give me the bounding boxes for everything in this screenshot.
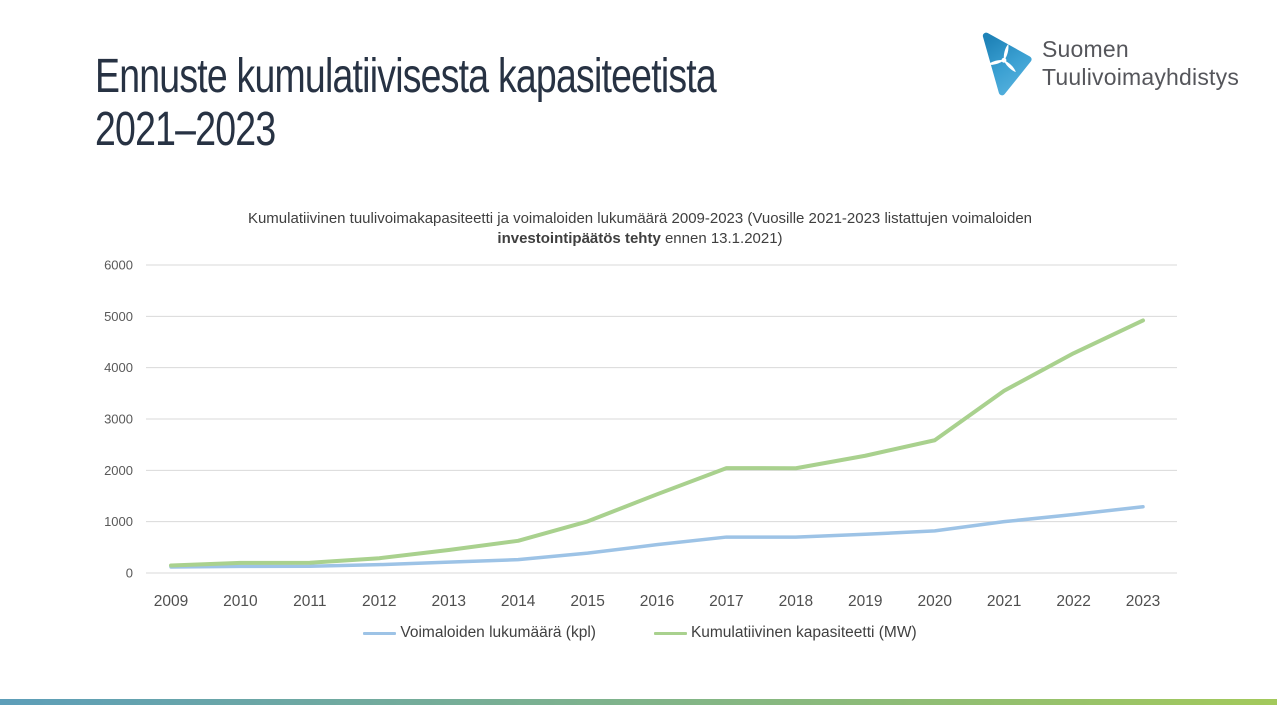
organization-name-line1: Suomen <box>1042 36 1129 62</box>
x-tick-label: 2023 <box>1126 593 1160 610</box>
y-tick-label: 5000 <box>104 309 133 324</box>
y-tick-label: 3000 <box>104 412 133 427</box>
legend-line-swatch-green <box>653 631 687 635</box>
series-line-1 <box>169 318 1145 568</box>
y-tick-label: 2000 <box>104 463 133 478</box>
footer-gradient-bar <box>0 699 1277 705</box>
x-tick-label: 2018 <box>779 593 813 610</box>
y-tick-label: 6000 <box>104 258 133 273</box>
series-line-0 <box>169 505 1145 569</box>
legend-label: Kumulatiivinen kapasiteetti (MW) <box>690 624 917 641</box>
x-tick-label: 2010 <box>223 593 258 610</box>
wind-turbine-logo-icon <box>982 32 1032 96</box>
x-tick-label: 2012 <box>362 593 396 610</box>
y-tick-label: 4000 <box>104 360 133 375</box>
chart-title-line1: Kumulatiivinen tuulivoimakapasiteetti ja… <box>247 210 1033 227</box>
chart-title-line2: investointipäätös tehty ennen 13.1.2021) <box>100 229 1180 249</box>
x-tick-label: 2014 <box>501 593 536 610</box>
x-tick-label: 2013 <box>431 593 465 610</box>
organization-name: Suomen Tuulivoimayhdistys <box>1042 35 1239 91</box>
y-tick-label: 0 <box>126 566 133 581</box>
x-tick-label: 2015 <box>570 593 604 610</box>
x-tick-label: 2021 <box>987 593 1021 610</box>
organization-logo: Suomen Tuulivoimayhdistys <box>973 32 1239 96</box>
page-title: Ennuste kumulatiivisesta kapasiteetista … <box>95 50 717 156</box>
chart-legend: Voimaloiden lukumäärä (kpl) Kumulatiivin… <box>100 624 1180 642</box>
x-tick-label: 2022 <box>1056 593 1090 610</box>
y-tick-label: 1000 <box>104 514 133 529</box>
x-tick-label: 2016 <box>640 593 674 610</box>
legend-item-turbine-count: Voimaloiden lukumäärä (kpl) <box>363 624 596 642</box>
legend-line-swatch-blue <box>363 631 397 635</box>
x-tick-label: 2011 <box>293 593 326 610</box>
x-tick-label: 2020 <box>917 593 952 610</box>
organization-name-line2: Tuulivoimayhdistys <box>1042 64 1240 90</box>
page-title-line1: Ennuste kumulatiivisesta kapasiteetista <box>95 50 717 103</box>
legend-label: Voimaloiden lukumäärä (kpl) <box>400 624 596 641</box>
chart-title: Kumulatiivinen tuulivoimakapasiteetti ja… <box>100 209 1180 249</box>
legend-item-cumulative-capacity: Kumulatiivinen kapasiteetti (MW) <box>653 624 917 642</box>
x-tick-label: 2017 <box>709 593 743 610</box>
x-tick-label: 2009 <box>154 593 188 610</box>
x-tick-label: 2019 <box>848 593 882 610</box>
chart-title-rest-segment: ennen 13.1.2021) <box>660 230 783 247</box>
chart-title-bold-segment: investointipäätös tehty <box>497 230 661 247</box>
page-title-line2: 2021–2023 <box>95 103 276 156</box>
